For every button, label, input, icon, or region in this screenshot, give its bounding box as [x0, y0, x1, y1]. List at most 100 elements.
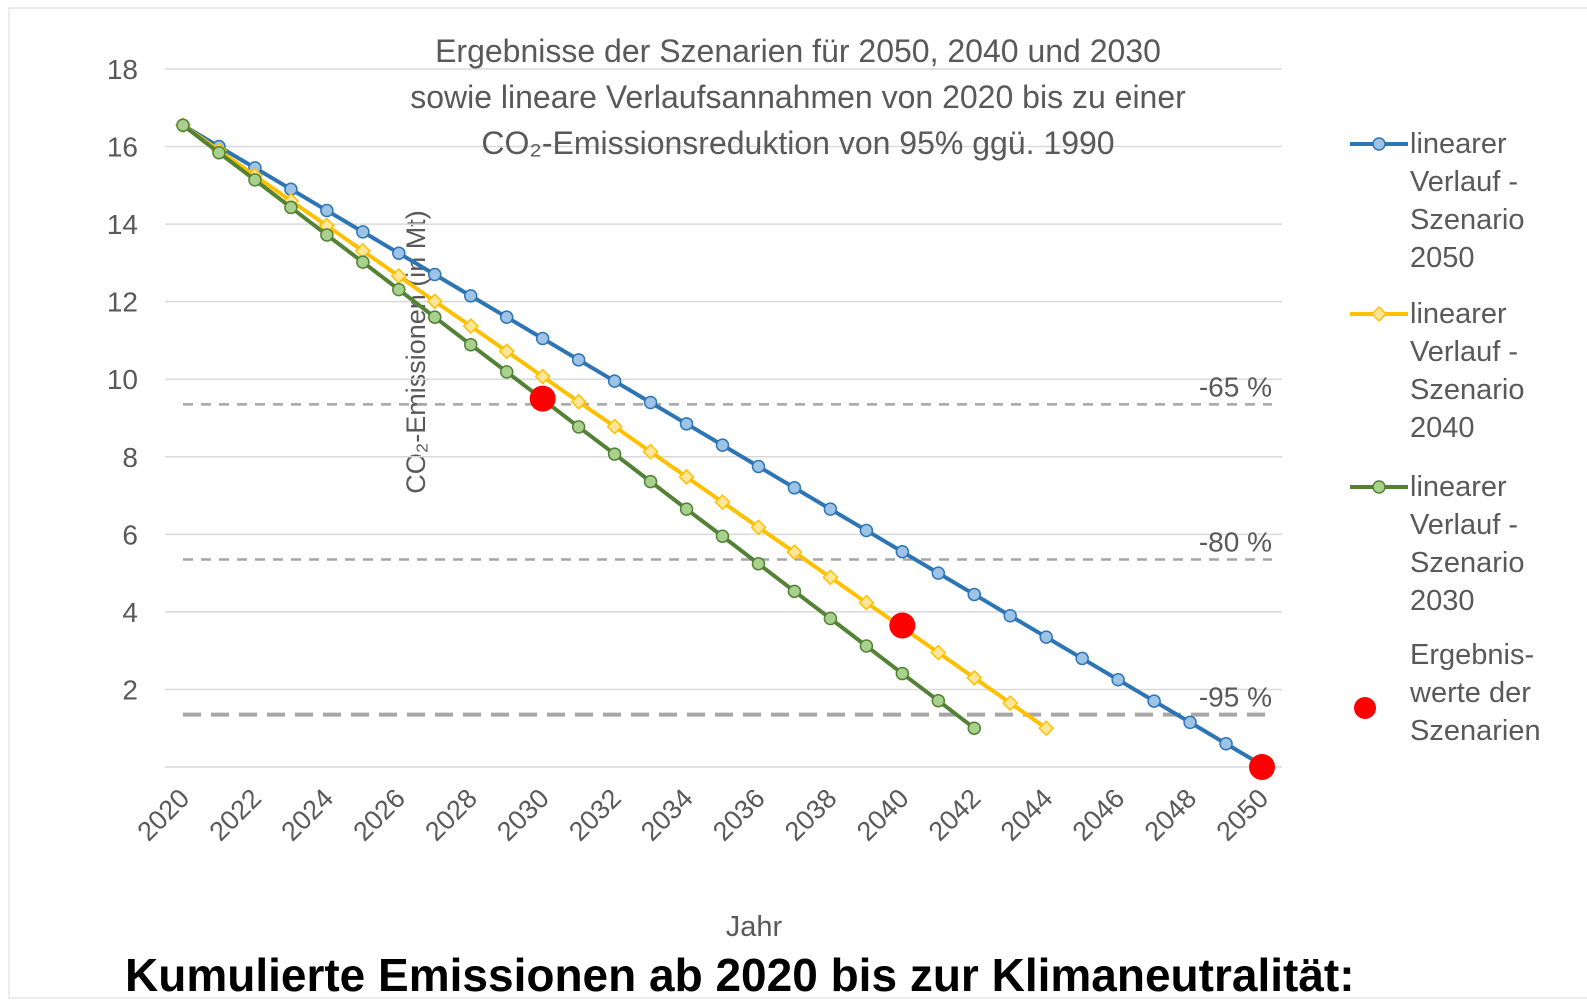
y-tick-label: 4: [122, 597, 138, 628]
marker: [607, 374, 622, 388]
y-tick-label: 16: [107, 132, 138, 163]
x-tick-label: 2028: [419, 783, 483, 847]
marker: [284, 200, 298, 215]
x-tick-label: 2030: [491, 783, 555, 847]
marker: [678, 468, 695, 486]
marker: [426, 293, 443, 310]
marker: [823, 611, 838, 626]
marker: [751, 459, 766, 474]
legend-label: linearer Verlauf - Szenario 2040: [1410, 298, 1525, 444]
marker: [534, 368, 551, 385]
marker: [176, 118, 190, 132]
legend-swatch: [1354, 697, 1376, 719]
x-tick-label: 2034: [635, 783, 699, 847]
marker: [392, 282, 406, 297]
marker: [1372, 137, 1386, 151]
marker: [822, 569, 839, 586]
y-tick-label: 8: [122, 442, 138, 473]
marker: [750, 519, 767, 536]
reference-label: -95 %: [1199, 682, 1272, 713]
marker: [967, 721, 982, 735]
marker: [1002, 694, 1019, 712]
x-tick-label: 2044: [995, 783, 1059, 847]
marker: [392, 246, 406, 260]
marker: [642, 443, 659, 460]
marker: [931, 566, 946, 580]
marker: [930, 644, 947, 661]
marker: [787, 584, 802, 599]
reference-label: -65 %: [1199, 371, 1272, 402]
y-tick-label: 2: [122, 674, 138, 705]
x-tick-label: 2032: [563, 783, 627, 847]
marker: [499, 310, 514, 324]
marker: [967, 587, 982, 602]
marker: [643, 474, 658, 489]
marker: [1111, 673, 1125, 687]
x-tick-label: 2040: [851, 783, 915, 847]
marker: [1372, 480, 1386, 494]
marker: [212, 146, 226, 160]
footer: Kumulierte Emissionen ab 2020 bis zur Kl…: [125, 949, 1355, 1001]
x-tick-label: 2020: [132, 783, 196, 847]
marker: [428, 310, 442, 324]
marker: [1147, 694, 1161, 708]
marker: [859, 523, 874, 538]
marker: [1003, 609, 1017, 623]
y-tick-label: 18: [107, 54, 138, 85]
marker: [356, 255, 370, 269]
marker: [715, 529, 730, 544]
x-tick-label: 2026: [347, 783, 411, 847]
marker: [895, 545, 910, 559]
legend-label: linearer Verlauf - Szenario 2050: [1410, 128, 1525, 274]
chart-title: CO₂-Emissionsreduktion von 95% ggü. 1990: [481, 125, 1114, 161]
marker: [715, 438, 730, 452]
marker: [1370, 305, 1388, 323]
marker: [498, 343, 515, 360]
marker: [571, 353, 586, 367]
chart-frame: [8, 7, 1587, 999]
marker: [320, 228, 334, 242]
marker: [570, 393, 587, 410]
marker: [499, 365, 514, 379]
marker: [714, 494, 731, 511]
marker: [320, 203, 334, 218]
marker: [751, 557, 766, 571]
legend-label: linearer Verlauf - Szenario 2030: [1410, 471, 1525, 617]
x-axis-label: Jahr: [726, 911, 783, 943]
marker: [823, 502, 838, 516]
marker: [1183, 715, 1197, 730]
y-tick-label: 10: [107, 364, 138, 395]
marker: [679, 502, 694, 516]
chart-title: sowie lineare Verlaufsannahmen von 2020 …: [410, 79, 1186, 115]
marker: [462, 318, 479, 335]
marker: [679, 417, 694, 431]
marker: [571, 420, 586, 434]
marker: [1219, 736, 1233, 751]
x-tick-label: 2038: [779, 783, 843, 847]
marker: [966, 669, 983, 686]
marker: [248, 173, 262, 187]
marker: [535, 331, 550, 346]
x-tick-label: 2042: [923, 783, 987, 847]
marker: [859, 639, 874, 653]
y-tick-label: 12: [107, 287, 138, 318]
result-point: [889, 612, 916, 639]
x-tick-label: 2024: [275, 783, 339, 847]
marker: [428, 267, 442, 282]
marker: [463, 289, 478, 303]
marker: [463, 337, 478, 352]
marker: [858, 594, 875, 611]
x-tick-label: 2046: [1067, 783, 1131, 847]
marker: [643, 395, 658, 410]
chart-title: Ergebnisse der Szenarien für 2050, 2040 …: [435, 33, 1161, 69]
marker: [1038, 720, 1055, 737]
reference-label: -80 %: [1199, 527, 1272, 558]
x-tick-label: 2048: [1139, 783, 1203, 847]
marker: [786, 544, 803, 561]
marker: [1039, 630, 1053, 644]
marker: [607, 447, 622, 461]
marker: [895, 666, 910, 681]
y-tick-label: 6: [122, 519, 138, 550]
